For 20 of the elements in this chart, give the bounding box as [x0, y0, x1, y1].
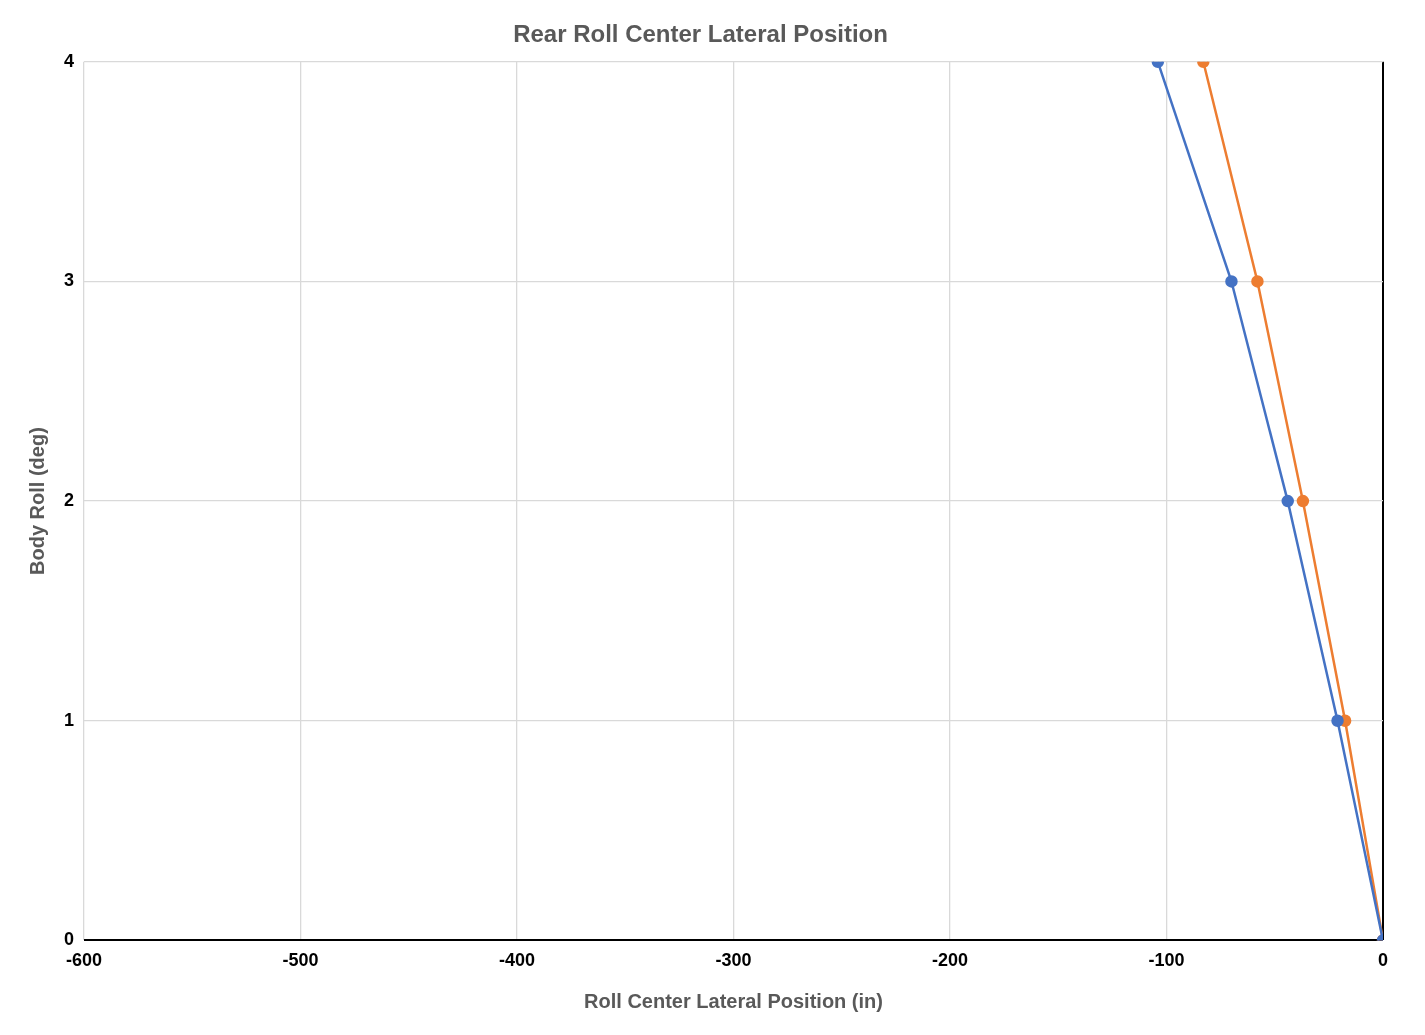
y-tick-label: 2 — [64, 490, 75, 511]
x-tick-label: 0 — [1377, 950, 1389, 971]
point — [1251, 275, 1264, 288]
y-tick-label: 1 — [64, 709, 75, 730]
y-axis-title: Body Roll (deg) — [25, 427, 48, 575]
point — [1296, 494, 1310, 508]
point — [1225, 275, 1238, 288]
y-tick-label: 0 — [64, 929, 75, 950]
chart-title: Rear Roll Center Lateral Position — [513, 20, 888, 48]
y-tick-label: 4 — [64, 50, 75, 71]
x-axis-title: Roll Center Lateral Position (in) — [584, 989, 883, 1012]
x-tick-label: -400 — [498, 950, 536, 971]
x-tick-label: -200 — [931, 950, 969, 971]
y-tick-label: 3 — [64, 270, 75, 291]
x-tick-label: -600 — [66, 950, 103, 971]
x-tick-label: -500 — [282, 950, 319, 971]
point — [1281, 494, 1294, 508]
x-tick-label: -100 — [1148, 950, 1185, 971]
x-tick-label: -300 — [715, 950, 752, 971]
point — [1331, 714, 1344, 727]
